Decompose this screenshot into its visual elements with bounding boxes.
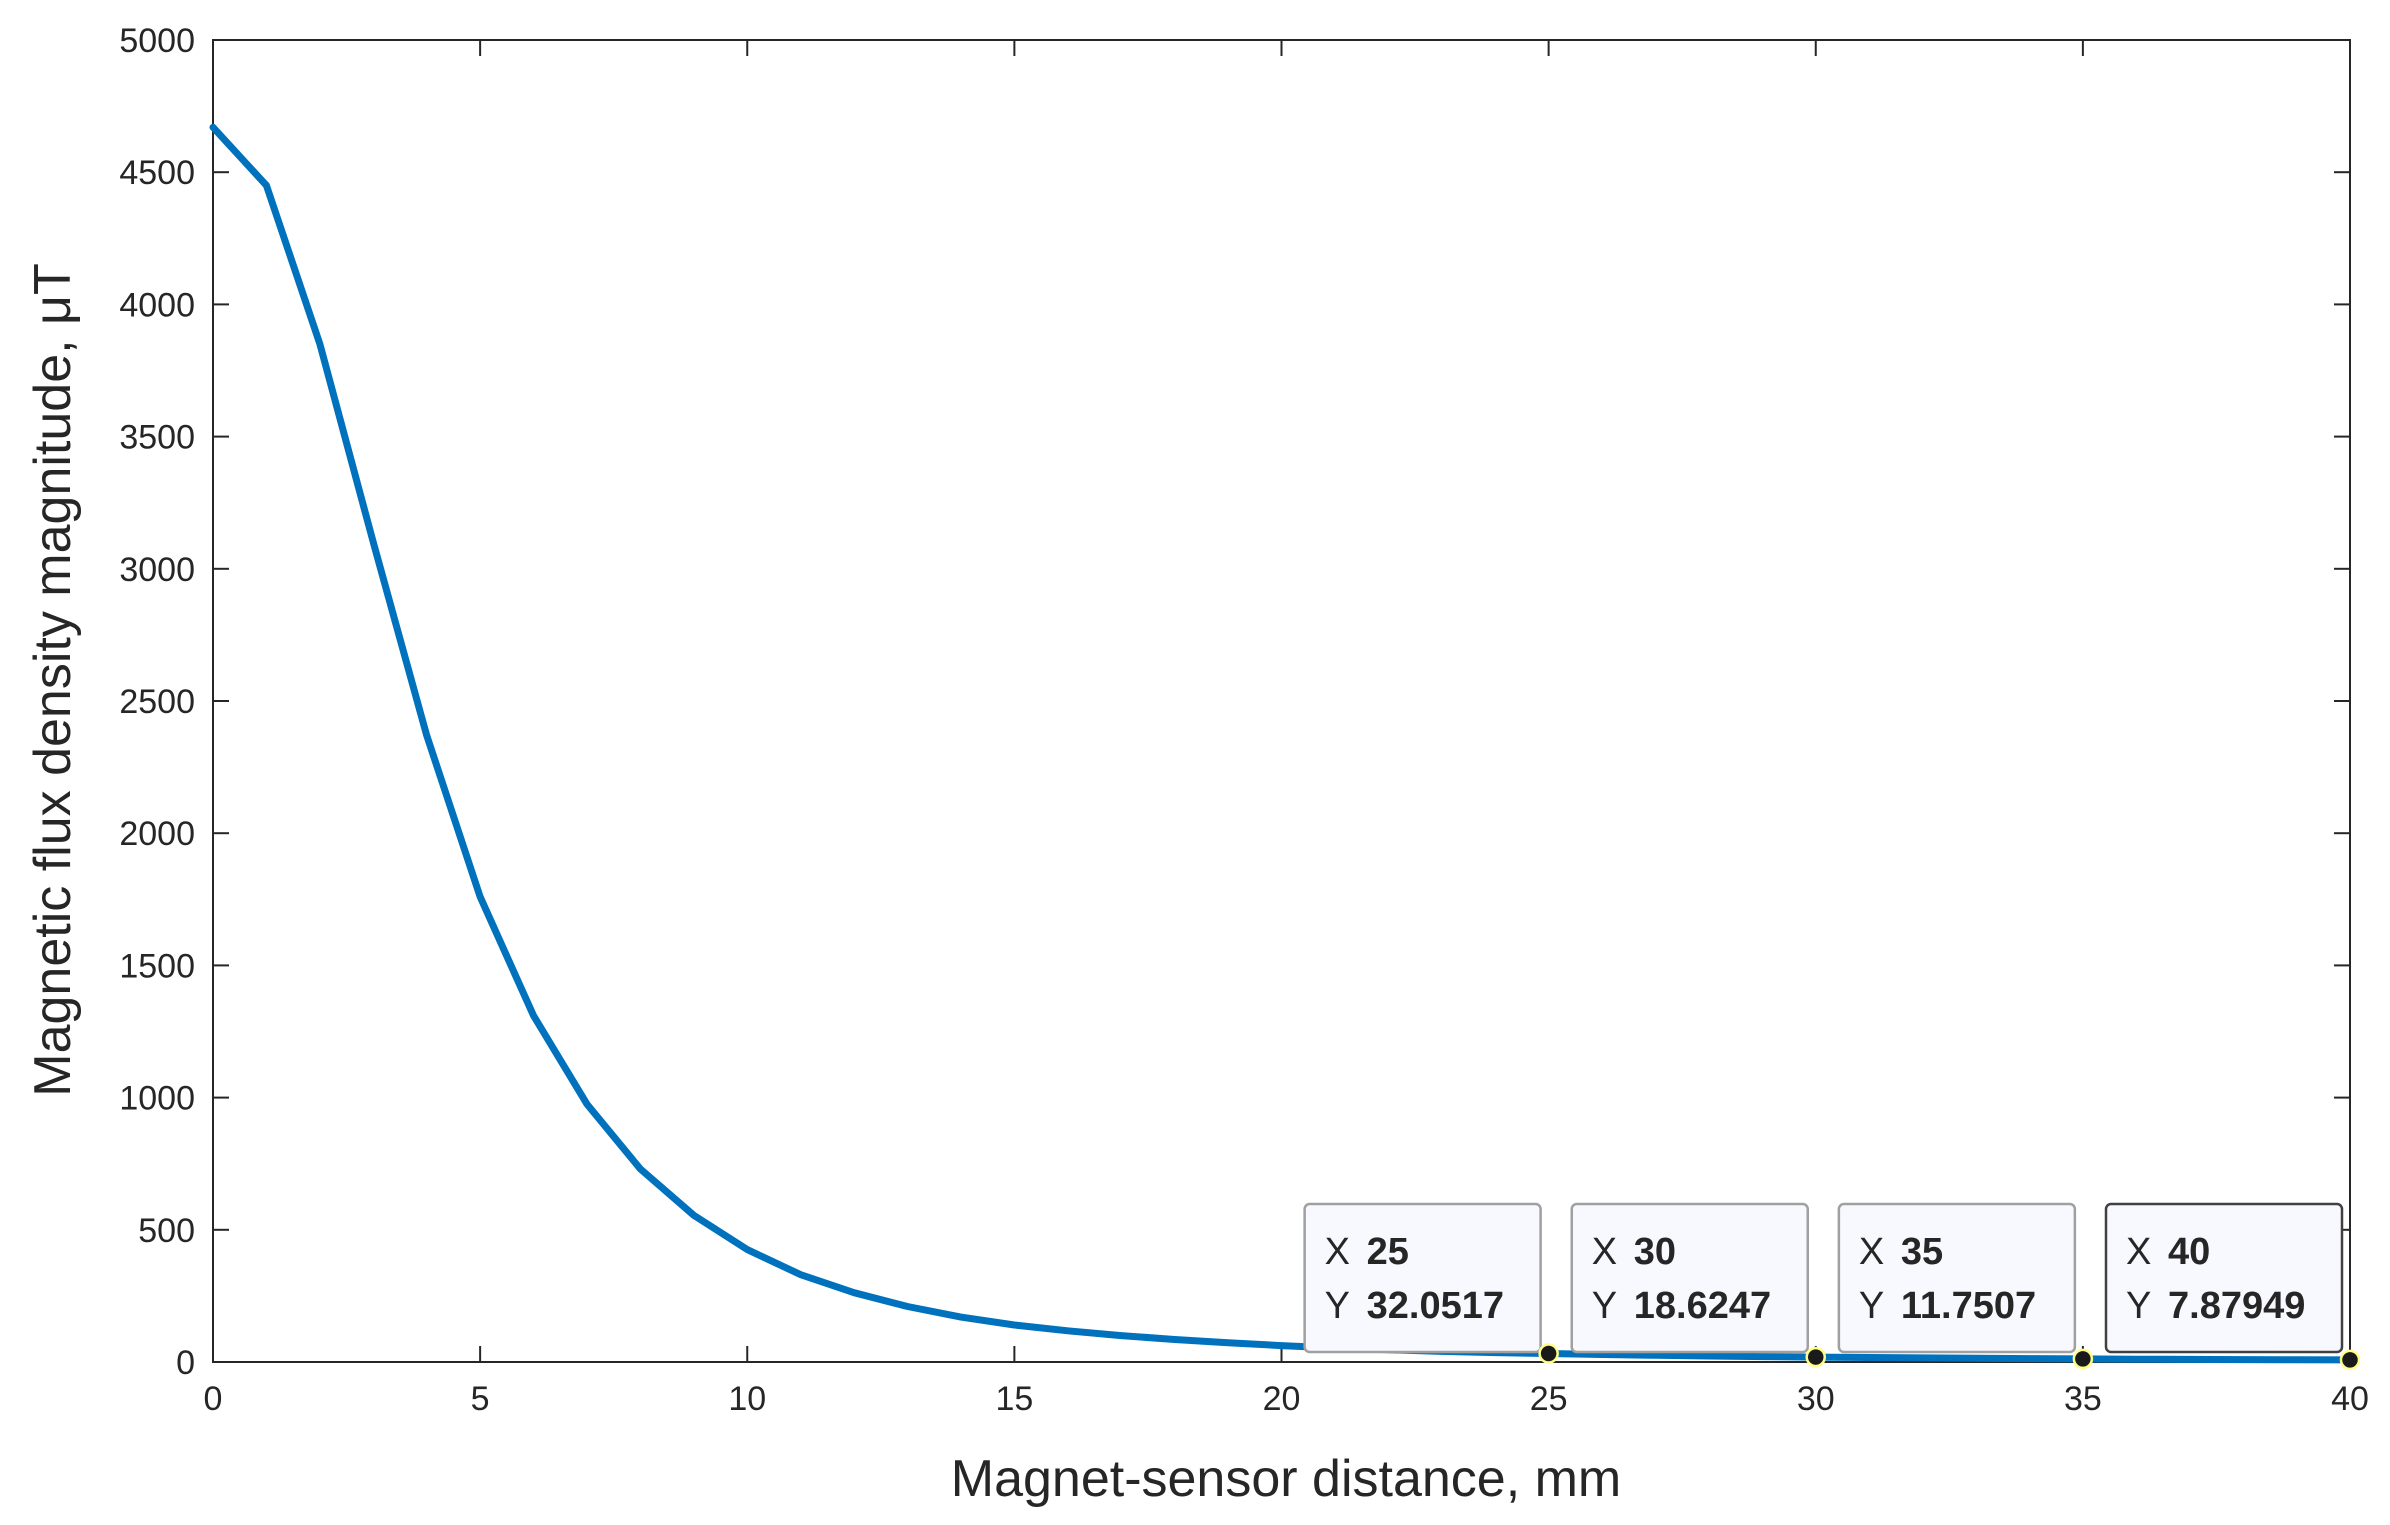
datatip-y-label: Y <box>2126 1285 2151 1327</box>
x-tick-label: 10 <box>728 1380 766 1418</box>
datatip-y-value: 7.87949 <box>2168 1285 2305 1327</box>
datatip-marker <box>2072 1348 2094 1370</box>
x-tick-label: 20 <box>1263 1380 1301 1418</box>
datatip-box <box>1837 1202 2077 1354</box>
datatip-y-value: 11.7507 <box>1901 1285 2036 1327</box>
y-tick-label: 2500 <box>119 683 195 721</box>
datatip-y-value: 32.0517 <box>1367 1285 1504 1327</box>
x-tick-label: 35 <box>2064 1380 2102 1418</box>
datatip-x-value: 40 <box>2168 1231 2210 1273</box>
datatip-y-label: Y <box>1592 1285 1617 1327</box>
y-tick-label: 4500 <box>119 154 195 192</box>
datatip-box <box>2104 1202 2344 1354</box>
datatip-35: X 35 Y 11.7507 <box>1837 1202 2094 1370</box>
datatip-y-label: Y <box>1325 1285 1350 1327</box>
x-tick-label: 5 <box>471 1380 490 1418</box>
datatip-marker <box>2339 1349 2361 1371</box>
datatip-box <box>1570 1202 1809 1354</box>
datatip-x-value: 35 <box>1901 1231 1943 1273</box>
datatips-group: X 25 Y 32.0517 X 30 Y 18.6247 X 35 Y 11.7507 X 40 Y 7.8… <box>1303 1202 2361 1371</box>
datatip-x-label: X <box>1325 1231 1350 1273</box>
y-axis-title: Magnetic flux density magnitude, μT <box>24 263 82 1096</box>
datatip-y-value: 18.6247 <box>1634 1285 1771 1327</box>
datatip-y-label: Y <box>1859 1285 1884 1327</box>
datatip-25: X 25 Y 32.0517 <box>1303 1202 1559 1364</box>
y-tick-label: 4000 <box>119 286 195 324</box>
y-tick-label: 5000 <box>119 22 195 60</box>
x-tick-label: 0 <box>204 1380 223 1418</box>
x-tick-label: 40 <box>2331 1380 2369 1418</box>
datatip-marker <box>1805 1346 1826 1368</box>
y-tick-label: 500 <box>138 1212 195 1250</box>
x-axis-title: Magnet-sensor distance, mm <box>951 1450 1622 1508</box>
datatip-x-value: 30 <box>1634 1231 1676 1273</box>
y-tick-label: 2000 <box>119 815 195 853</box>
x-tick-label: 25 <box>1530 1380 1568 1418</box>
y-tick-label: 3000 <box>119 551 195 589</box>
y-tick-label: 1000 <box>119 1080 195 1118</box>
datatip-x-label: X <box>1859 1231 1884 1273</box>
datatip-x-label: X <box>1592 1231 1617 1273</box>
datatip-x-value: 25 <box>1367 1231 1409 1273</box>
x-tick-label: 15 <box>995 1380 1033 1418</box>
datatip-30: X 30 Y 18.6247 <box>1570 1202 1826 1368</box>
y-tick-label: 0 <box>176 1344 195 1382</box>
datatip-marker <box>1538 1343 1559 1364</box>
y-tick-label: 1500 <box>119 947 195 985</box>
series-group <box>209 123 2354 1364</box>
series-line-1 <box>209 123 2354 1364</box>
y-tick-label: 3500 <box>119 419 195 457</box>
datatip-40: X 40 Y 7.87949 <box>2104 1202 2361 1371</box>
axes-group: 0 5 10 15 20 25 30 35 40 0 500 1000 1500 2000 2500 3000… <box>119 22 2369 1418</box>
datatip-box <box>1303 1202 1542 1354</box>
plot-area-frame <box>212 39 2351 1363</box>
x-tick-label: 30 <box>1797 1380 1835 1418</box>
datatip-x-label: X <box>2126 1231 2151 1273</box>
